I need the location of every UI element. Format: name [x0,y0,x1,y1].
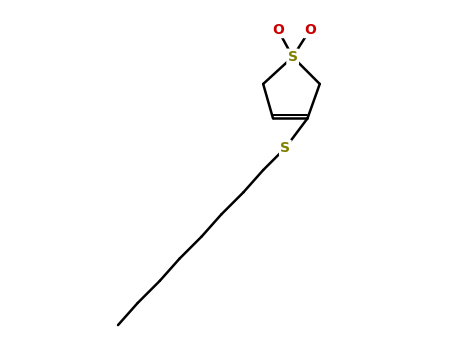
Text: S: S [280,141,290,155]
Text: O: O [304,23,316,37]
Text: O: O [272,23,284,37]
Text: S: S [288,50,298,64]
